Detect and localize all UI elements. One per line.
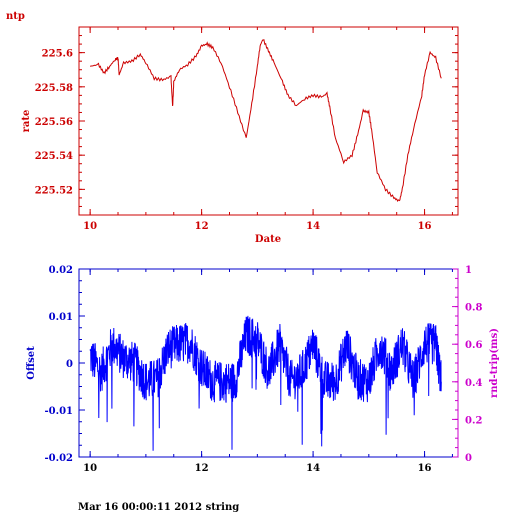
- round-trip-y-tick-label: 0.2: [465, 415, 482, 426]
- round-trip-y-tick-label: 1: [465, 265, 472, 276]
- rate-series-line: [89, 38, 442, 202]
- top-y-axis: 225.52 225.54 225.56 225.58 225.6: [35, 26, 458, 216]
- offset-y-tick-label: 0.02: [49, 265, 73, 276]
- top-y-tick-label: 225.54: [35, 151, 73, 162]
- round-trip-y-tick-label: 0.8: [465, 303, 482, 314]
- footer-timestamp: Mar 16 00:00:11 2012 string: [78, 502, 239, 512]
- top-x-axis: 10 12 14 16: [83, 27, 453, 232]
- top-x-tick-label: 14: [306, 221, 320, 232]
- top-x-axis-label: Date: [255, 234, 281, 245]
- offset-x-tick-label: 10: [83, 463, 97, 474]
- offset-series-line: [89, 315, 442, 451]
- round-trip-y-tick-label: 0.6: [465, 340, 482, 351]
- top-plot-frame: [78, 26, 459, 216]
- top-x-tick-label: 10: [83, 221, 97, 232]
- offset-x-tick-label: 16: [418, 463, 432, 474]
- offset-y-tick-label: -0.02: [44, 453, 73, 464]
- round-trip-y-tick-label: 0.4: [465, 378, 482, 389]
- offset-x-tick-label: 14: [306, 463, 320, 474]
- top-y-tick-label: 225.58: [35, 83, 73, 94]
- offset-y-tick-label: 0: [66, 359, 73, 370]
- bottom-right-y-axis: 0 0.2 0.4 0.6 0.8 1: [452, 265, 482, 464]
- offset-y-tick-label: 0.01: [49, 312, 73, 323]
- top-y-tick-label: 225.56: [35, 117, 73, 128]
- top-panel-title: ntp: [6, 11, 25, 22]
- bottom-y-axis: -0.02 -0.01 0 0.01 0.02: [44, 265, 85, 464]
- round-trip-y-tick-label: 0: [465, 453, 472, 464]
- top-y-axis-label: rate: [21, 110, 32, 133]
- top-y-tick-label: 225.6: [42, 49, 73, 60]
- round-trip-axis-label: rnd-trip(ms): [489, 328, 500, 398]
- top-x-tick-label: 12: [195, 221, 209, 232]
- top-y-tick-label: 225.52: [35, 185, 73, 196]
- top-x-tick-label: 16: [418, 221, 432, 232]
- bottom-x-axis: 10 12 14 16: [83, 269, 453, 474]
- offset-x-tick-label: 12: [195, 463, 209, 474]
- offset-axis-label: Offset: [26, 346, 37, 380]
- offset-y-tick-label: -0.01: [44, 406, 73, 417]
